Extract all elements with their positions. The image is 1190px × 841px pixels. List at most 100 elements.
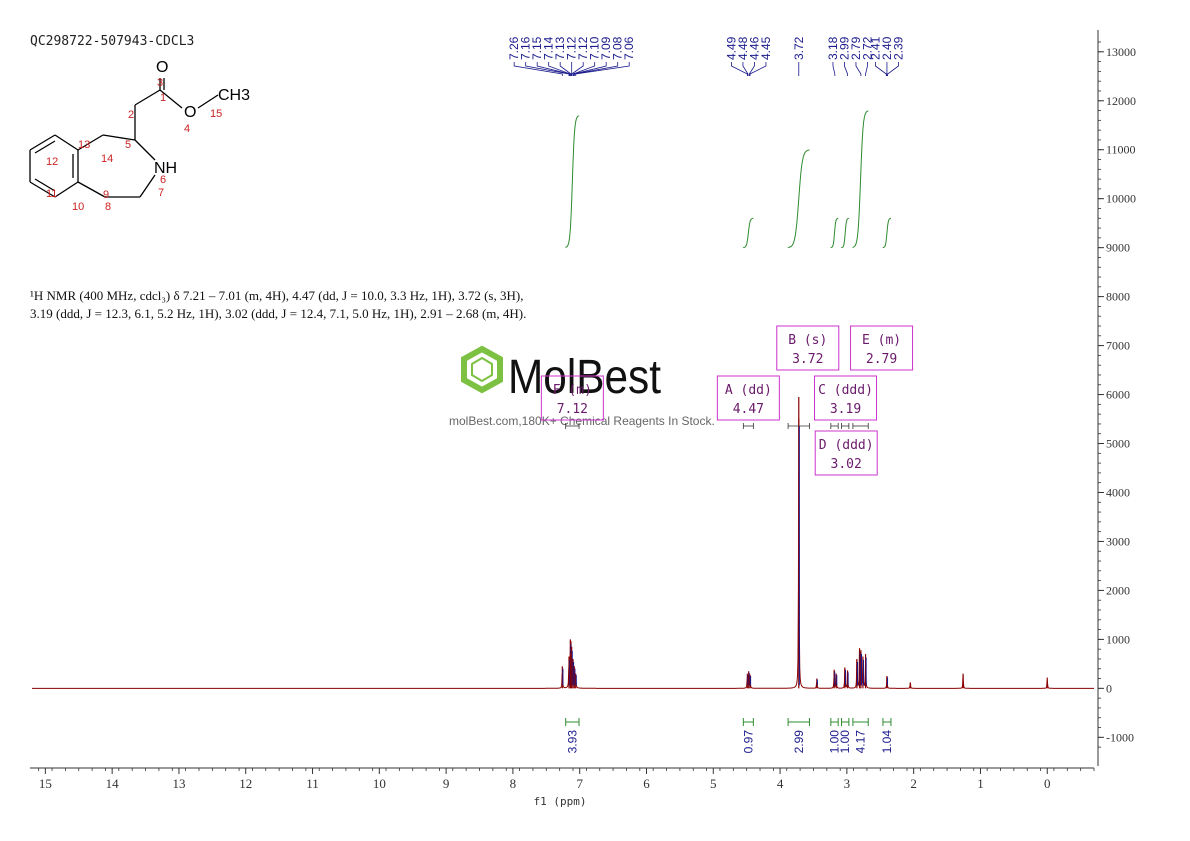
bond <box>29 181 56 198</box>
watermark: MolBest molBest.com,180K+ Chemical Reage… <box>449 345 715 428</box>
integral-curve <box>830 217 839 249</box>
peak-shift-leader <box>571 62 584 76</box>
spectrum-line <box>32 418 1094 689</box>
y-tick-label: 2000 <box>1106 583 1130 597</box>
x-axis-title: f1 (ppm) <box>534 795 587 808</box>
watermark-tagline: molBest.com,180K+ Chemical Reagents In S… <box>449 414 715 428</box>
x-tick-label: 3 <box>844 776 851 791</box>
structure-numbers: 1 2 3 4 5 6 7 8 9 10 11 12 13 14 15 <box>46 77 222 213</box>
y-tick-label: 7000 <box>1106 339 1130 353</box>
peak-shift-leader <box>548 62 571 76</box>
atom-number: 5 <box>125 139 131 151</box>
integral-curve <box>787 149 810 248</box>
y-tick-label: 5000 <box>1106 437 1130 451</box>
peak-shift-leader <box>742 62 749 76</box>
x-tick-label: 1 <box>977 776 984 791</box>
atom-number: 3 <box>157 77 163 89</box>
y-tick-label: 0 <box>1106 681 1112 695</box>
peak-shift-leader <box>536 62 571 76</box>
peak-shift-label: 7.09 <box>599 36 613 60</box>
atom-number: 7 <box>158 187 164 199</box>
x-tick-label: 6 <box>643 776 650 791</box>
spectrum-trace <box>32 397 1094 689</box>
multiplet-box <box>776 325 840 371</box>
multiplet-label: E (m) <box>862 333 901 348</box>
x-tick-label: 11 <box>306 776 319 791</box>
x-tick-label: 5 <box>710 776 717 791</box>
x-tick-label: 2 <box>910 776 917 791</box>
atom-number: 12 <box>46 156 58 168</box>
integral-curves <box>565 110 892 249</box>
x-tick-label: 7 <box>576 776 583 791</box>
peak-shift-leader <box>855 62 862 76</box>
bond <box>34 140 56 154</box>
peak-shift-leader <box>573 62 619 76</box>
integral-curve <box>565 115 580 248</box>
bond <box>102 134 136 141</box>
peak-shift-label: 4.48 <box>736 36 750 60</box>
multiplet-box <box>814 375 878 421</box>
x-tick-label: 14 <box>106 776 120 791</box>
peak-shift-leader <box>731 62 748 76</box>
peak-shift-leader <box>749 62 767 76</box>
integral-value: 4.17 <box>854 730 868 754</box>
atom-number: 2 <box>128 109 134 121</box>
peak-shift-label: 7.14 <box>542 36 556 60</box>
x-tick-label: 0 <box>1044 776 1051 791</box>
peak-shift-leader <box>575 62 630 76</box>
peak-shift-label: 2.72 <box>860 36 874 60</box>
peak-shift-labels: 7.267.167.157.147.137.127.127.107.097.08… <box>507 36 905 76</box>
integral-curve <box>840 217 849 249</box>
x-axis: 15 14 13 12 11 10 9 8 7 6 5 4 3 2 1 0 <box>30 767 1095 791</box>
peak-shift-label: 7.08 <box>611 36 625 60</box>
multiplet-label: D (ddd) <box>819 438 874 453</box>
peak-shift-leader <box>875 62 887 76</box>
peak-shift-label: 3.72 <box>792 36 806 60</box>
bond <box>34 178 56 192</box>
multiplet-box <box>716 375 780 421</box>
peak-shift-label: 2.99 <box>837 36 851 60</box>
peak-shift-leader <box>572 62 596 76</box>
multiplet-label: A (dd) <box>725 383 772 398</box>
x-tick-label: 10 <box>373 776 386 791</box>
y-tick-label: -1000 <box>1106 730 1134 744</box>
peak-shift-label: 7.10 <box>588 36 602 60</box>
peak-shift-leader <box>513 62 563 76</box>
chemical-structure <box>29 78 219 198</box>
bond <box>134 89 161 106</box>
multiplet-value: 3.72 <box>792 352 823 367</box>
bond <box>134 139 156 161</box>
integral-value: 0.97 <box>741 730 755 754</box>
watermark-brand: MolBest <box>508 351 661 404</box>
peak-shift-leader <box>573 62 607 76</box>
multiplet-label: B (s) <box>788 333 827 348</box>
y-tick-label: 8000 <box>1106 290 1130 304</box>
x-tick-label: 4 <box>777 776 784 791</box>
atom-number: 4 <box>184 123 190 135</box>
y-tick-label: 11000 <box>1106 143 1136 157</box>
y-tick-label: 12000 <box>1106 94 1136 108</box>
atom-number: 1 <box>160 92 166 104</box>
atom-number: 6 <box>160 174 166 186</box>
atom-number: 9 <box>103 189 109 201</box>
atom-label: NH <box>154 160 177 177</box>
multiplet-value: 3.19 <box>830 402 861 417</box>
multiplet-value: 4.47 <box>733 402 764 417</box>
peak-shift-leader <box>525 62 570 76</box>
atom-number: 10 <box>72 201 84 213</box>
bond <box>77 181 106 198</box>
atom-number: 11 <box>46 188 57 200</box>
y-tick-label: 10000 <box>1106 192 1136 206</box>
peak-shift-label: 7.12 <box>576 36 590 60</box>
peak-shift-label: 7.13 <box>553 36 567 60</box>
atom-number: 15 <box>210 108 222 120</box>
multiplet-box <box>540 375 604 421</box>
bond <box>159 89 183 109</box>
integral-value: 1.04 <box>880 730 894 754</box>
bond <box>54 181 79 198</box>
multiplet-label: C (ddd) <box>818 383 873 398</box>
peak-shift-label: 4.49 <box>724 36 738 60</box>
atom-label: O <box>156 59 168 76</box>
multiplet-box <box>814 430 878 476</box>
integral-value: 3.93 <box>565 730 579 754</box>
